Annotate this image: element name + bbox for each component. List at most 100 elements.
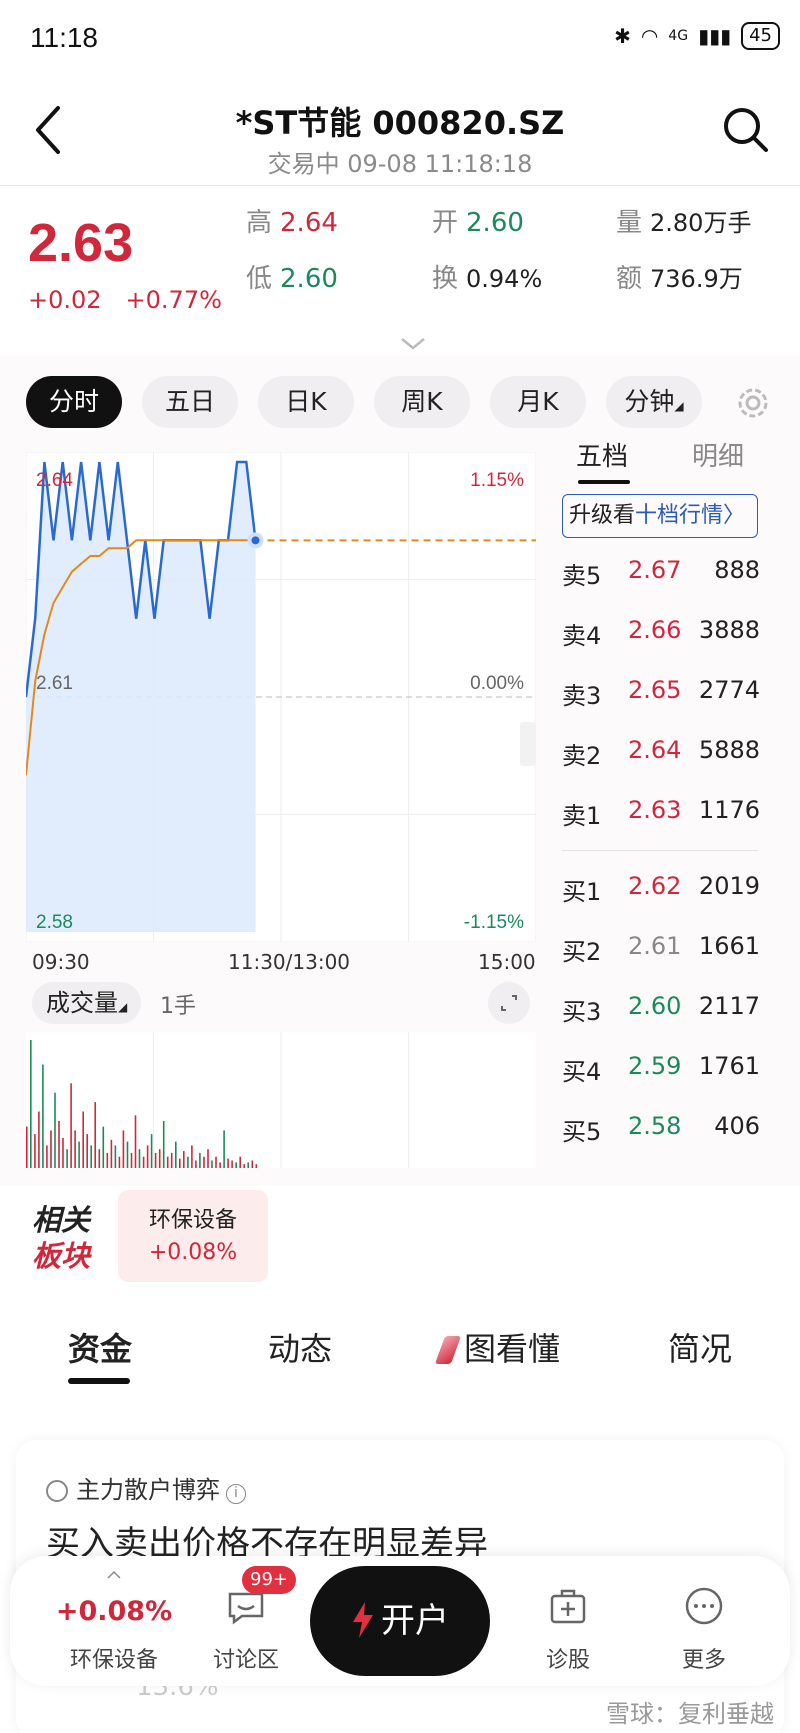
chevron-down-icon[interactable] — [398, 336, 428, 352]
bluetooth-icon: ✱ — [614, 24, 631, 48]
status-time: 11:18 — [30, 22, 98, 53]
bid-price: 2.62 — [628, 872, 682, 900]
tab-minute-label: 分钟 — [624, 387, 675, 416]
quote-high: 高 2.64 — [246, 202, 338, 239]
bottom-discuss-label: 讨论区 — [212, 1648, 279, 1673]
bottom-more-label: 更多 — [681, 1648, 726, 1673]
volume-bar — [231, 1160, 233, 1168]
sector-card[interactable]: 环保设备 +0.08% — [118, 1190, 268, 1282]
bid-label: 买2 — [562, 938, 602, 966]
bid-row: 买4 2.59 1761 — [562, 1052, 760, 1092]
tab-underline — [578, 480, 630, 484]
bid-row: 买2 2.61 1661 — [562, 932, 760, 972]
volume-bar — [66, 1149, 68, 1168]
price-line — [26, 460, 257, 698]
current-price: 2.63 — [28, 213, 134, 273]
price-area — [26, 462, 256, 932]
y-label-mid: 2.61 — [36, 673, 73, 694]
tab-monthly-k[interactable]: 月K — [490, 376, 586, 428]
tab-chart-explain[interactable]: 图看懂 — [434, 1324, 561, 1370]
change-percent: +0.77% — [125, 286, 222, 314]
bid-volume: 1761 — [698, 1052, 760, 1080]
tab-five-levels[interactable]: 五档 — [576, 442, 629, 472]
y-pct-high: 1.15% — [470, 470, 524, 491]
bottom-diagnose[interactable]: 诊股 — [508, 1556, 628, 1686]
volume-bar — [215, 1156, 217, 1168]
low-label: 低 — [246, 264, 273, 294]
network-label: 4G — [668, 28, 689, 44]
volume-bar — [30, 1040, 32, 1168]
bid-row: 买3 2.60 2117 — [562, 992, 760, 1032]
back-icon[interactable] — [30, 102, 70, 158]
chevron-right-icon: 〉 — [723, 503, 746, 528]
tab-minute[interactable]: 分钟◢ — [606, 376, 702, 428]
volume-bar — [203, 1156, 205, 1168]
bid-price: 2.60 — [628, 992, 682, 1020]
tab-overview[interactable]: 简况 — [668, 1330, 733, 1368]
volume-bar — [211, 1160, 213, 1168]
volume-bar — [235, 1162, 237, 1168]
tab-intraday[interactable]: 分时 — [26, 376, 122, 428]
volume-bar — [130, 1152, 133, 1168]
volume-bar — [239, 1156, 241, 1168]
ask-volume: 3888 — [698, 616, 760, 644]
time-label-close: 15:00 — [478, 950, 536, 974]
volume-bar — [38, 1111, 40, 1168]
time-axis: 09:30 11:30/13:00 15:00 — [26, 950, 536, 980]
volume-chart — [26, 1032, 536, 1168]
tab-weekly-k[interactable]: 周K — [374, 376, 470, 428]
volume-bar — [26, 1126, 28, 1168]
volume-bar — [191, 1145, 193, 1168]
bottom-sector[interactable]: +0.08% 环保设备 — [54, 1556, 174, 1686]
volume-bar — [126, 1141, 129, 1168]
quote-panel: 2.63 +0.02 +0.77% 高 2.64 开 2.60 量 2.80万手 低 2.… — [0, 186, 800, 356]
upgrade-ten-levels-button[interactable]: 升级看十档行情〉 — [562, 494, 758, 538]
volume-bar — [142, 1156, 145, 1168]
ask-price: 2.65 — [628, 676, 682, 704]
volume-indicator-label: 成交量 — [46, 989, 118, 1017]
open-value: 2.60 — [466, 208, 524, 238]
ask-label: 卖1 — [562, 802, 602, 830]
volume-bar — [154, 1152, 157, 1168]
volume-header: 成交量◢ 1手 — [26, 982, 536, 1026]
info-icon[interactable]: i — [226, 1484, 246, 1504]
bottom-more[interactable]: 更多 — [644, 1556, 764, 1686]
quote-turnover: 换 0.94% — [432, 258, 542, 295]
volume-indicator-select[interactable]: 成交量◢ — [32, 982, 142, 1024]
volume-bar — [179, 1158, 181, 1168]
volume-bar — [207, 1149, 209, 1168]
volume-bar — [98, 1149, 101, 1168]
volume-bar — [110, 1139, 113, 1168]
volume-bar — [255, 1164, 258, 1168]
slash-icon — [434, 1336, 462, 1364]
bottom-sector-label: 环保设备 — [69, 1648, 158, 1673]
upgrade-link: 十档行情 — [635, 503, 724, 528]
bottom-discuss[interactable]: 99+ 讨论区 — [186, 1556, 306, 1686]
sector-name: 环保设备 — [148, 1208, 237, 1233]
volume-bar — [102, 1126, 105, 1168]
volume-bar — [90, 1145, 92, 1168]
volume-bar — [134, 1115, 137, 1168]
search-icon[interactable] — [720, 104, 770, 154]
tab-five-day[interactable]: 五日 — [142, 376, 238, 428]
dropdown-triangle-icon: ◢ — [674, 399, 684, 413]
volume-bar — [62, 1137, 64, 1168]
bid-volume: 406 — [714, 1112, 760, 1140]
tab-news[interactable]: 动态 — [268, 1330, 333, 1368]
gear-icon[interactable] — [732, 382, 774, 424]
medical-kit-icon — [550, 1589, 586, 1624]
tab-chart-explain-label: 图看懂 — [464, 1330, 561, 1368]
intraday-chart[interactable]: 2.64 2.61 2.58 1.15% 0.00% -1.15% — [26, 452, 536, 942]
open-account-button[interactable]: 开户 — [310, 1566, 490, 1676]
volume-bar — [114, 1145, 117, 1168]
page-title: *ST节能 000820.SZ — [235, 104, 565, 142]
related-label-line1: 相关 — [32, 1203, 91, 1237]
tab-details[interactable]: 明细 — [692, 442, 745, 472]
tab-daily-k[interactable]: 日K — [258, 376, 354, 428]
low-value: 2.60 — [280, 264, 338, 294]
chart-area: 分时 五日 日K 周K 月K 分钟◢ 2.64 2.61 2.58 1.15% 0.00… — [0, 356, 800, 1186]
tab-funds[interactable]: 资金 — [68, 1330, 133, 1368]
fullscreen-icon[interactable] — [488, 982, 530, 1024]
quote-amount: 额 736.9万 — [616, 258, 743, 295]
volume-bar — [146, 1145, 149, 1168]
